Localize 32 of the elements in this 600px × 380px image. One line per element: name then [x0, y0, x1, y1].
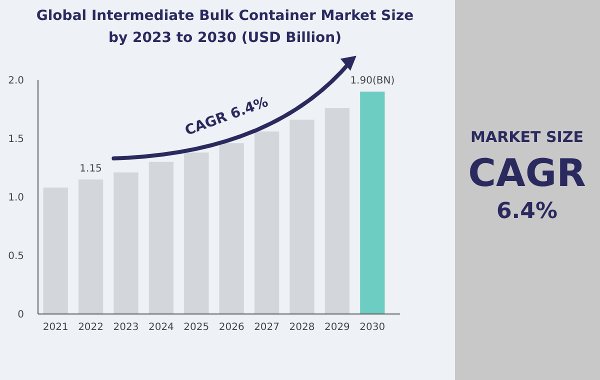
x-tick-label: 2025 [184, 322, 210, 333]
bar [78, 179, 104, 314]
bar [219, 143, 244, 314]
text: CAGR [468, 151, 586, 195]
text: 6.4% [496, 199, 558, 224]
y-tick-label: 0.5 [8, 251, 24, 262]
x-tick-label: 2022 [78, 322, 104, 333]
y-tick-label: 1.5 [8, 134, 24, 145]
x-tick-label: 2029 [324, 322, 350, 333]
chart-title: Global Intermediate Bulk Container Market Size by 2023 to 2030 (USD Billion) [36, 8, 414, 46]
bar [254, 131, 280, 314]
bar [148, 162, 174, 314]
x-tick-label: 2023 [113, 322, 139, 333]
x-tick-label: 2027 [254, 322, 280, 333]
bar [290, 120, 314, 314]
bar [360, 92, 385, 314]
x-tick-label: 2021 [42, 322, 68, 333]
bar [324, 108, 350, 314]
bar [43, 188, 68, 314]
y-tick-label: 0 [18, 310, 24, 320]
y-tick-label: 2.0 [8, 76, 24, 86]
x-tick-label: 2026 [218, 322, 244, 333]
text: MARKET SIZE [470, 128, 584, 146]
bar [114, 172, 138, 314]
y-tick-label: 1.0 [8, 192, 24, 204]
annotation: CAGR 6.4% [183, 94, 270, 140]
x-tick-label: 2030 [360, 322, 386, 333]
data-label: 1.90(BN) [350, 76, 395, 87]
bar [184, 152, 209, 314]
x-tick-label: 2024 [148, 322, 174, 333]
data-label: 1.15 [80, 163, 102, 174]
x-tick-label: 2028 [289, 322, 315, 333]
